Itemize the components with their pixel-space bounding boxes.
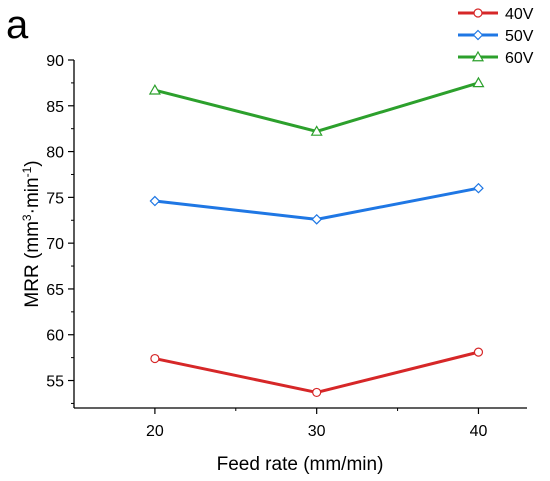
- legend-label-40v: 40V: [505, 6, 534, 23]
- y-axis-title-end: ): [22, 160, 43, 166]
- y-axis-title: MRR (mm3·min-1): [20, 160, 43, 307]
- x-tick-label: 30: [308, 423, 326, 440]
- data-point-60v: [148, 84, 161, 95]
- legend-label-60v: 60V: [505, 50, 534, 67]
- legend-marker-60v: [471, 50, 485, 62]
- x-tick-label: 40: [470, 423, 488, 440]
- legend-marker-50v: [472, 29, 484, 41]
- series-line-40v: [154, 350, 479, 394]
- panel-label: a: [6, 3, 29, 47]
- data-point-50v: [149, 195, 161, 207]
- y-axis-title-sup1: 3: [20, 214, 34, 221]
- data-point-40v: [473, 347, 484, 357]
- y-ticks: 55 60 65 70 75 80 85 90: [46, 53, 74, 404]
- series-layer: [148, 76, 485, 398]
- y-tick-label: 80: [46, 145, 64, 162]
- x-tick-label: 20: [146, 423, 164, 440]
- data-point-50v: [311, 213, 323, 225]
- legend-label-50v: 50V: [505, 28, 534, 45]
- data-point-50v: [473, 182, 484, 194]
- y-tick-label: 85: [46, 99, 64, 116]
- y-tick-label: 65: [46, 282, 64, 299]
- y-tick-label: 90: [46, 53, 64, 70]
- y-axis-title-mid: ·min: [22, 177, 43, 214]
- data-point-60v: [310, 125, 323, 136]
- x-axis-title: Feed rate (mm/min): [217, 454, 384, 475]
- axes: [73, 60, 527, 409]
- y-axis-title-main: MRR (mm: [22, 221, 43, 308]
- y-tick-label: 75: [46, 190, 64, 207]
- y-tick-label: 55: [46, 374, 64, 391]
- legend: 40V 50V 60V: [458, 6, 534, 67]
- data-point-40v: [312, 387, 322, 398]
- y-tick-label: 70: [46, 236, 64, 253]
- series-line-60v: [154, 81, 479, 133]
- y-axis-title-sup2: -1: [20, 166, 34, 177]
- data-point-40v: [150, 353, 160, 364]
- data-point-60v: [472, 76, 485, 88]
- y-tick-label: 60: [46, 328, 64, 345]
- x-ticks: 20 30 40: [146, 408, 487, 440]
- legend-marker-40v: [473, 8, 483, 18]
